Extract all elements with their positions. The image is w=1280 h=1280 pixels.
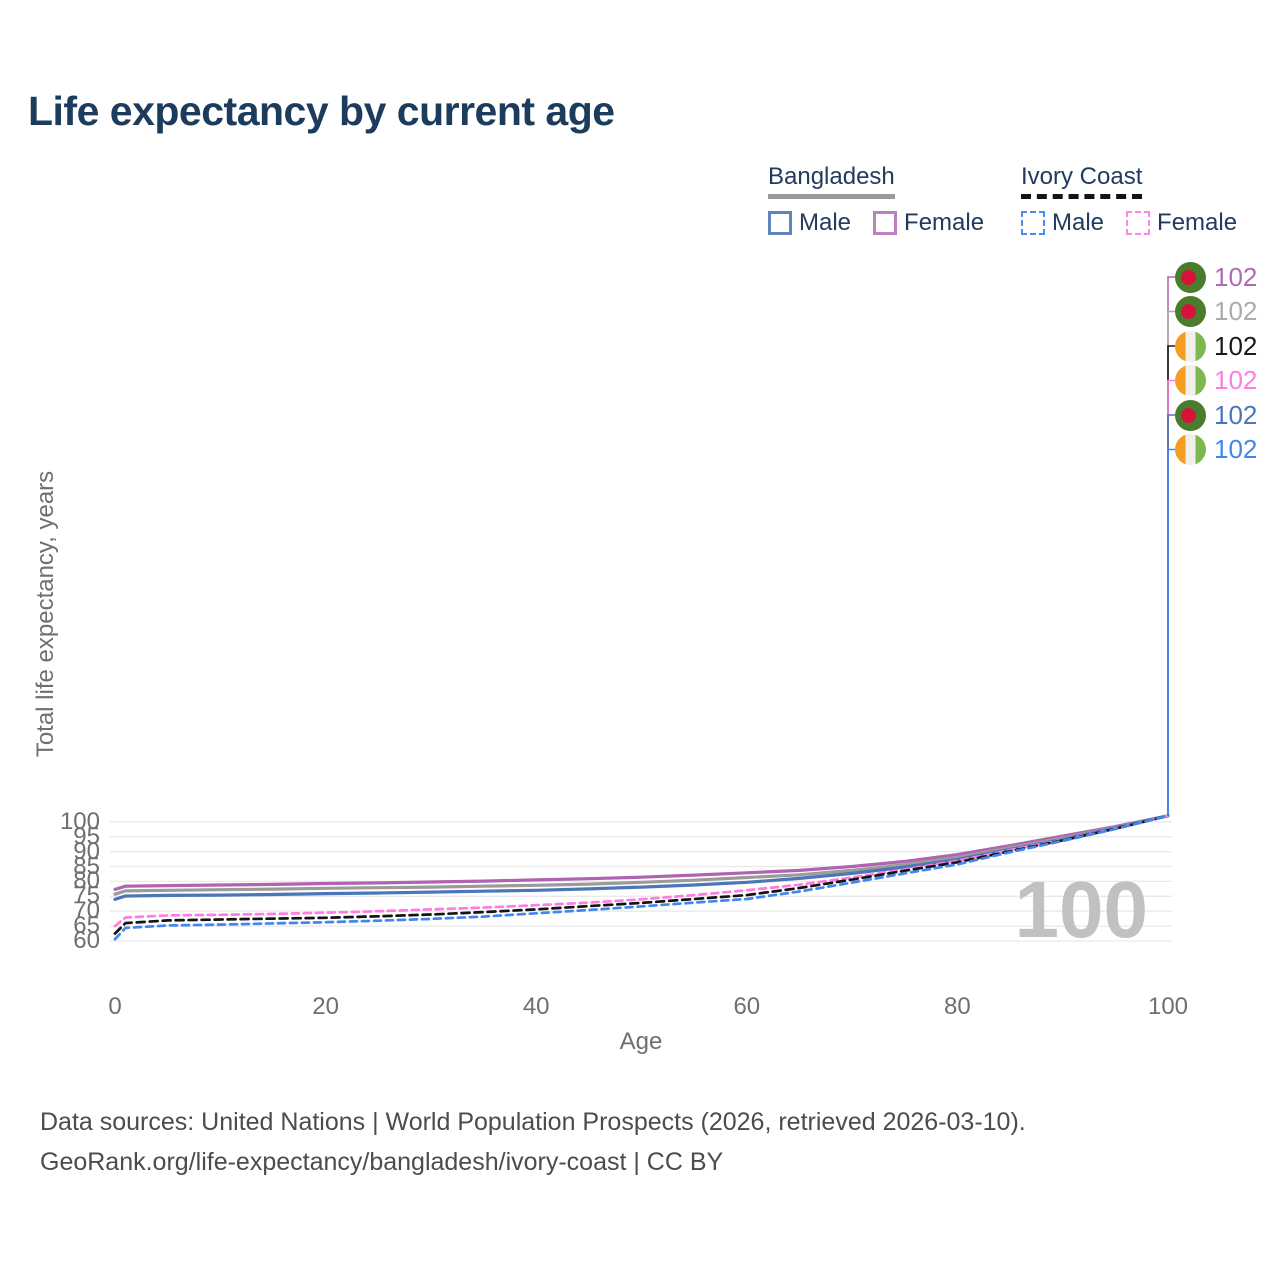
end-label-connector [1167,379,1175,816]
series-line-ivory-coast-female [113,814,1170,928]
end-label-connector [1167,345,1175,816]
series-line-ivory-coast [113,814,1170,935]
end-label-value: 102 [1214,365,1258,395]
ivory-coast-flag-icon [1175,330,1206,362]
legend-item-bangladesh-male[interactable]: Male [768,209,851,237]
end-label-ivory-coast-male: 102 [1175,434,1257,465]
legend-item-bangladesh-female[interactable]: Female [873,209,984,237]
end-label-bangladesh: 102 [1175,296,1257,327]
end-label-value: 102 [1214,261,1258,292]
x-tick-40: 40 [522,993,550,1020]
bangladesh-male-checkbox-icon [768,210,792,235]
legend-label: Male [1052,208,1105,236]
bangladesh-flag-dot [1181,304,1196,319]
legend-header-bangladesh: Bangladesh [768,163,895,199]
bangladesh-flag-icon [1175,261,1206,293]
end-label-connector [1167,448,1175,816]
bangladesh-female-checkbox-icon [873,210,898,235]
y-tick-100: 100 [59,807,100,835]
x-axis-title: Age [619,1028,663,1055]
ivory-coast-male-checkbox-icon [1021,210,1045,235]
end-label-ivory-coast: 102 [1175,330,1258,362]
ivory-coast-female-checkbox-icon [1126,210,1151,235]
legend-item-ivory-coast-male[interactable]: Male [1021,209,1104,237]
x-tick-0: 0 [108,993,122,1020]
ivory-coast-flag-icon [1175,434,1206,465]
end-label-ivory-coast-female: 102 [1175,365,1257,396]
legend-label: Female [1157,208,1238,236]
footer-data-sources: Data sources: United Nations | World Pop… [40,1108,1026,1136]
legend-label: Female [904,208,985,236]
page-title: Life expectancy by current age [28,88,615,134]
series-line-bangladesh [113,814,1170,896]
y-tick-65: 65 [73,912,100,940]
age-indicator-watermark: 100 [1014,865,1148,954]
end-label-connector [1167,276,1175,816]
ivory-coast-flag-icon [1175,365,1206,396]
y-tick-80: 80 [73,867,100,895]
end-label-value: 102 [1214,330,1258,361]
legend-group-ivory-coast: Ivory Coast Male Female [1021,163,1237,237]
end-label-connector [1167,310,1175,816]
legend-header-ivory-coast: Ivory Coast [1021,163,1143,199]
y-tick-70: 70 [73,897,100,925]
footer-attribution: GeoRank.org/life-expectancy/bangladesh/i… [40,1148,724,1176]
x-tick-80: 80 [944,993,971,1020]
bangladesh-flag-dot [1181,407,1196,423]
end-label-value: 102 [1214,296,1258,326]
x-tick-20: 20 [312,993,339,1020]
series-line-bangladesh-male [113,814,1170,901]
end-label-value: 102 [1214,434,1258,464]
x-tick-100: 100 [1147,993,1189,1020]
legend-label: Male [799,208,852,236]
series-line-ivory-coast-male [113,814,1170,941]
y-tick-90: 90 [73,837,100,865]
legend-item-ivory-coast-female[interactable]: Female [1126,209,1237,237]
y-axis-title: Total life expectancy, years [32,470,59,758]
bangladesh-flag-icon [1175,399,1206,431]
end-label-value: 102 [1214,399,1258,430]
series-line-bangladesh-female [113,814,1170,891]
y-tick-85: 85 [73,852,100,880]
bangladesh-flag-dot [1181,269,1196,285]
end-label-connector [1167,414,1175,816]
bangladesh-flag-icon [1175,296,1206,327]
y-tick-60: 60 [73,927,100,954]
end-label-bangladesh-female: 102 [1175,261,1258,293]
end-label-bangladesh-male: 102 [1175,399,1258,431]
y-tick-75: 75 [73,882,100,910]
y-tick-95: 95 [73,822,100,850]
x-tick-60: 60 [733,993,761,1020]
legend-group-bangladesh: Bangladesh Male Female [768,163,984,237]
